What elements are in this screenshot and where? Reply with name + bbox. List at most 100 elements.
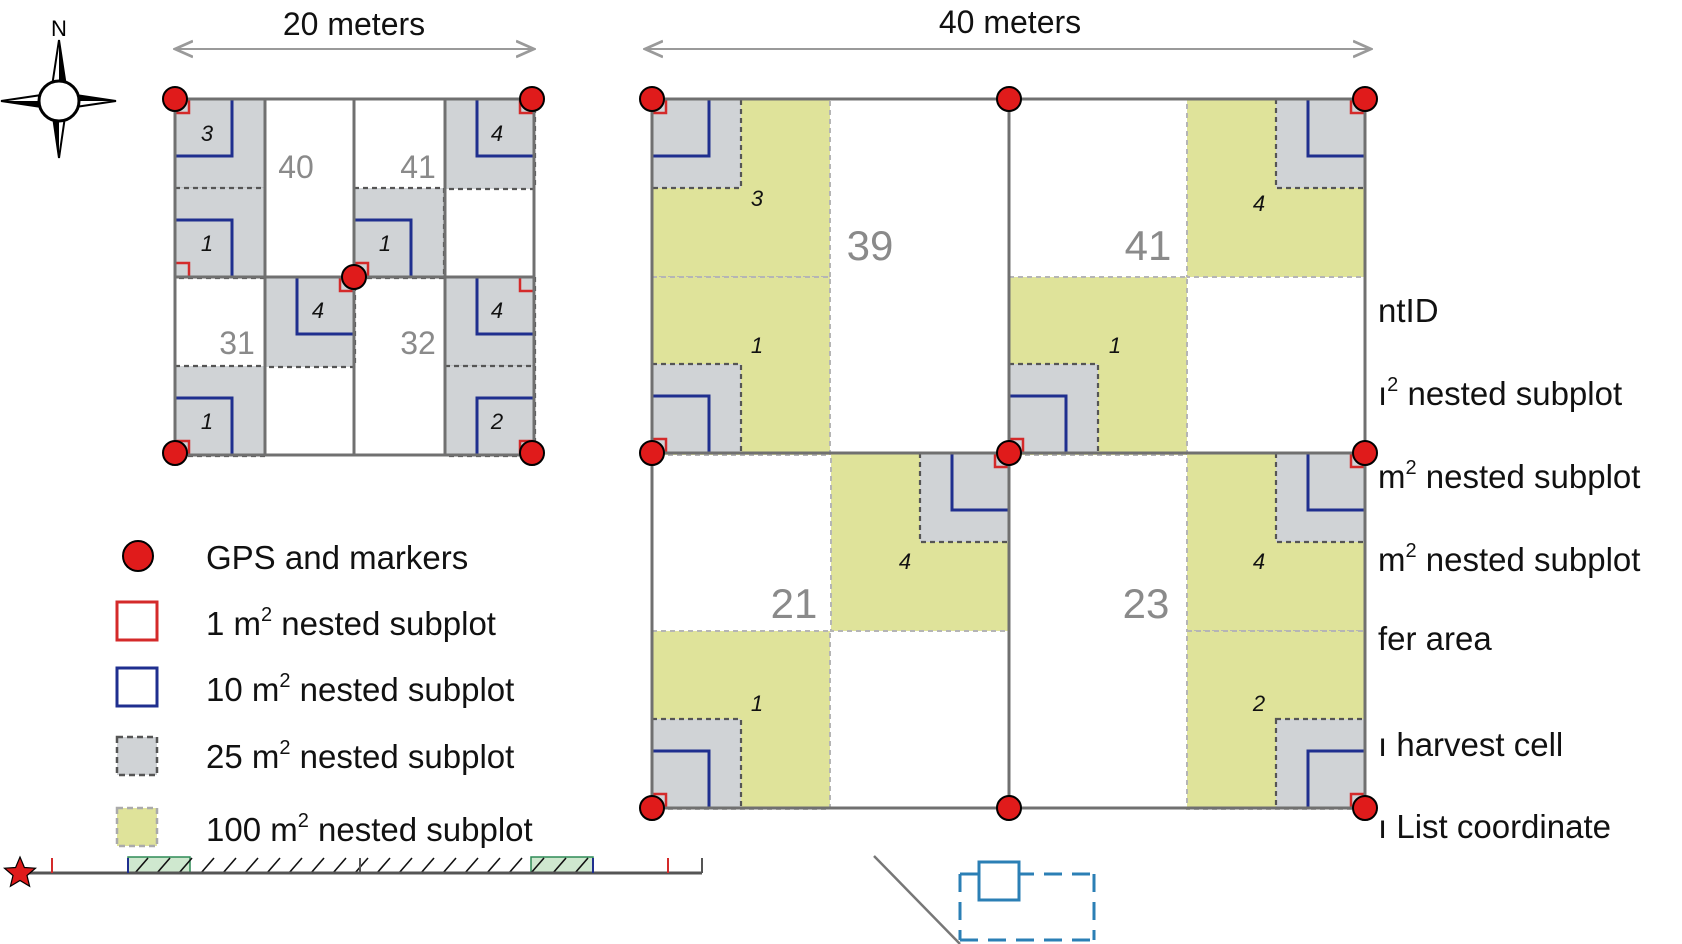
gray-dashed-square-icon (115, 735, 159, 777)
gps-marker (1352, 440, 1378, 466)
subplot-10m2 (175, 396, 234, 455)
clipped-legend-label: ı2 nested subplot (1378, 374, 1622, 412)
cell-number: 39 (847, 222, 894, 269)
subplot-number: 1 (751, 333, 763, 358)
small-plot-dimension: 20 meters (175, 6, 534, 49)
gps-marker (996, 440, 1022, 466)
subplot-1m2 (1349, 792, 1365, 808)
subplot-number: 1 (201, 409, 213, 434)
cell-number: 23 (1123, 580, 1170, 627)
yellow-dashed-square-icon (115, 806, 159, 848)
clipped-legend-label: ntID (1378, 292, 1439, 329)
subplot-10m2 (652, 749, 711, 808)
subplot-10m2 (1306, 749, 1365, 808)
subplot-10m2 (1306, 453, 1365, 512)
compass-icon: N (0, 16, 117, 159)
subplot-number: 4 (491, 121, 503, 146)
subplot-10m2 (175, 218, 234, 277)
subplot-10m2 (475, 396, 534, 455)
gps-marker (1352, 795, 1378, 821)
legend-label-25m2: 25 m2 nested subplot (206, 737, 514, 775)
gps-marker (162, 86, 188, 112)
subplot-25m2 (443, 364, 537, 458)
compass-north-label: N (51, 16, 67, 41)
subplot-number: 2 (490, 409, 503, 434)
subplot-1m2 (652, 792, 668, 808)
cell-number: 41 (1125, 222, 1172, 269)
subplot-number: 1 (751, 691, 763, 716)
gps-marker (162, 440, 188, 466)
red-square-icon (115, 600, 159, 642)
subplot-1m2 (175, 99, 191, 115)
subplot-10m2 (295, 277, 354, 336)
legend-label-gps: GPS and markers (206, 539, 468, 576)
subplot-10m2 (175, 99, 234, 158)
plot-border (173, 97, 536, 457)
subplot-10m2 (354, 218, 413, 277)
subplot-10m2 (475, 99, 534, 158)
cell-number: 21 (771, 580, 818, 627)
subplot-1m2 (1349, 453, 1365, 469)
legend-label-1m2: 1 m2 nested subplot (206, 604, 496, 642)
cell-number: 41 (400, 149, 436, 185)
gps-marker (639, 440, 665, 466)
subplot-number: 4 (1253, 549, 1265, 574)
clipped-legend-label: m2 nested subplot (1378, 457, 1640, 495)
star-icon (2, 855, 38, 888)
subplot-10m2 (652, 99, 711, 158)
subplot-number: 4 (899, 549, 911, 574)
gps-marker (519, 440, 545, 466)
inset-fragment (873, 855, 1096, 944)
legend: GPS and markers 1 m2 nested subplot 10 m… (115, 539, 533, 848)
subplot-1m2 (354, 261, 370, 277)
subplot-10m2 (1306, 99, 1365, 158)
gps-marker-icon (122, 540, 154, 572)
subplot-10m2 (1009, 394, 1068, 453)
gps-marker (639, 86, 665, 112)
subplot-1m2 (652, 99, 668, 115)
large-plot-width-label: 40 meters (939, 4, 1081, 40)
gps-marker (519, 86, 545, 112)
subplot-10m2 (475, 277, 534, 336)
small-plot-width-label: 20 meters (283, 6, 425, 42)
gps-marker (639, 795, 665, 821)
large-plot-dimension: 40 meters (645, 4, 1371, 49)
gps-marker (341, 264, 367, 290)
subplot-number: 1 (201, 231, 213, 256)
clipped-legend: ntID ı2 nested subplot m2 nested subplot… (1378, 292, 1640, 845)
gps-marker (1352, 86, 1378, 112)
blue-square-icon (977, 860, 1021, 902)
clipped-legend-label: fer area (1378, 620, 1492, 657)
subplot-number: 4 (312, 298, 324, 323)
clipped-legend-label: ı harvest cell (1378, 726, 1563, 763)
gps-marker (996, 86, 1022, 112)
gps-marker (996, 795, 1022, 821)
buffer-hatch-area (530, 856, 594, 874)
subplot-10m2 (950, 453, 1009, 512)
blue-square-icon (115, 666, 159, 708)
subplot-1m2 (518, 277, 534, 293)
subplot-1m2 (1009, 437, 1025, 453)
subplot-1m2 (652, 437, 668, 453)
subplot-number: 1 (1109, 333, 1121, 358)
subplot-number: 3 (201, 121, 214, 146)
subplot-number: 4 (1253, 191, 1265, 216)
subplot-1m2 (175, 261, 191, 277)
subplot-1m2 (1349, 99, 1365, 115)
subplot-number: 3 (751, 186, 764, 211)
subplot-1m2 (993, 453, 1009, 469)
cell-number: 31 (219, 325, 255, 361)
subplot-number: 2 (1252, 691, 1265, 716)
legend-label-10m2: 10 m2 nested subplot (206, 670, 514, 708)
clipped-legend-label: ı List coordinate (1378, 808, 1611, 845)
cell-number: 32 (400, 325, 436, 361)
subplot-1m2 (338, 277, 354, 293)
clipped-legend-label: m2 nested subplot (1378, 540, 1640, 578)
transect-strip (2, 855, 703, 888)
cell-number: 40 (278, 149, 314, 185)
subplot-10m2 (652, 394, 711, 453)
legend-label-100m2: 100 m2 nested subplot (206, 810, 533, 848)
